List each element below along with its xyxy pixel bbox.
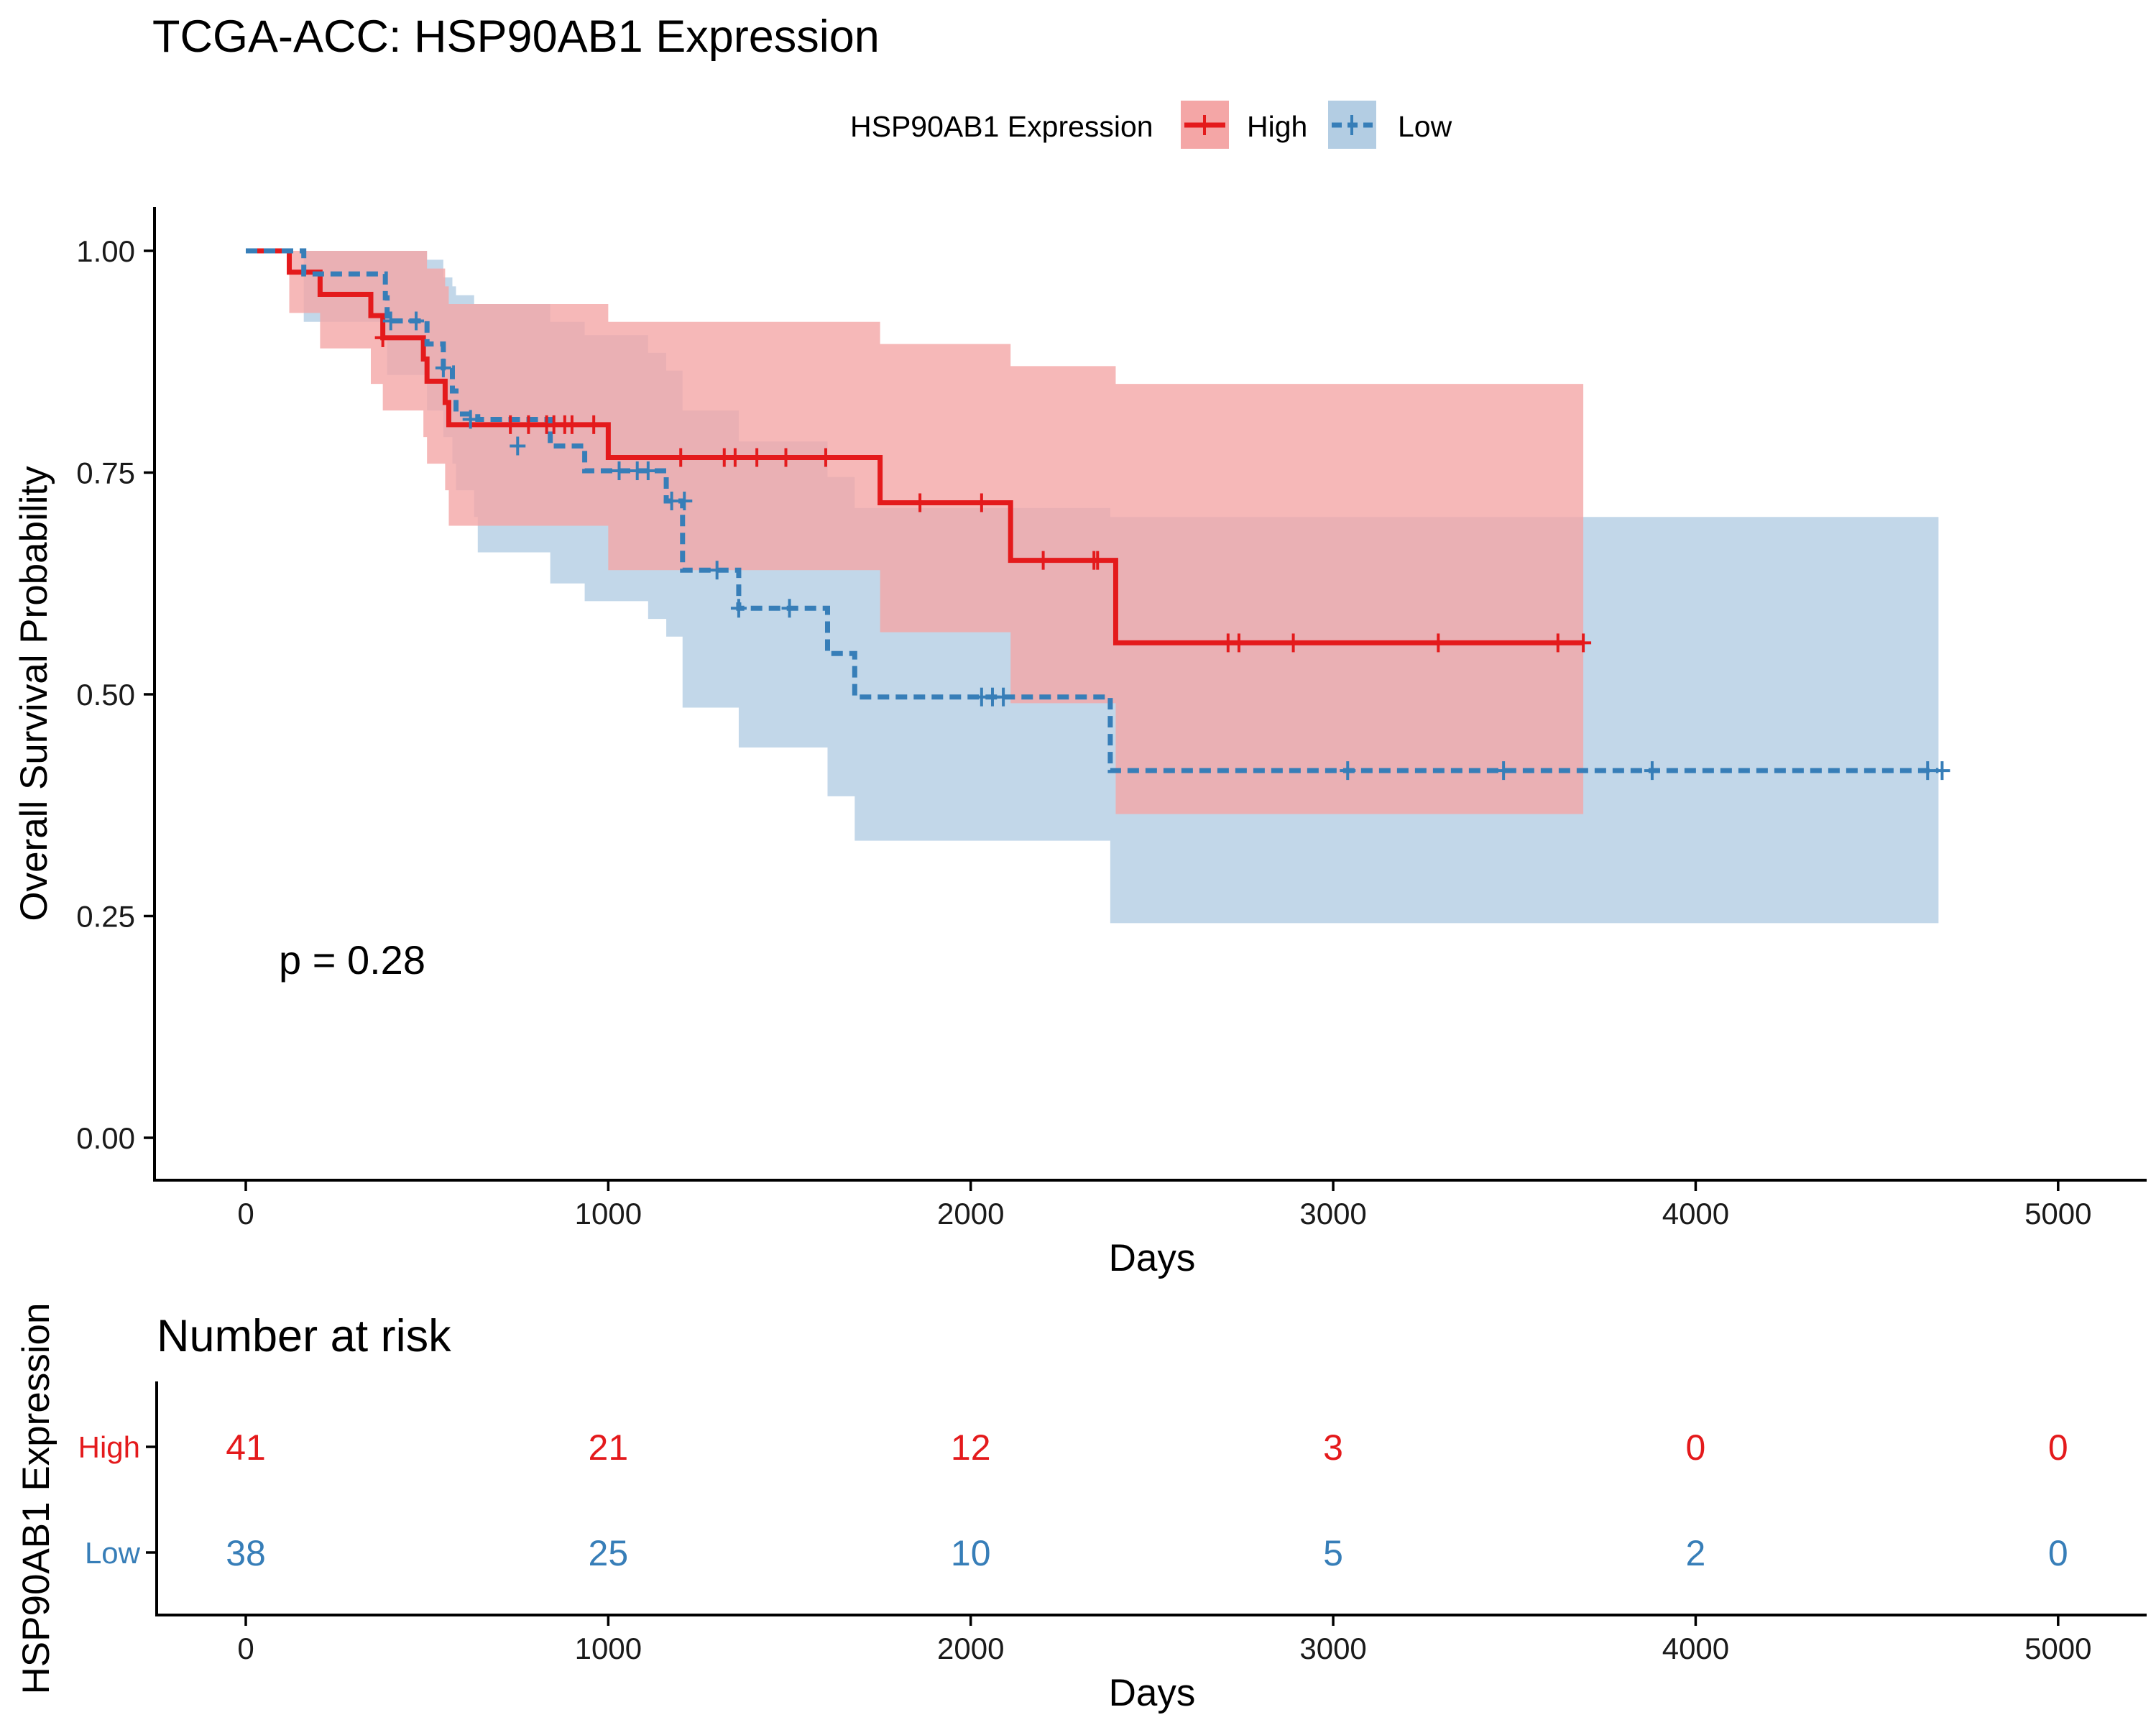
risk-x-tick-label: 2000 [937, 1632, 1004, 1665]
censor-mark-high [727, 448, 743, 467]
censor-mark-low [676, 491, 693, 510]
survival-plot: 0.00 0.25 0.50 0.75 1.00 0 1000 2000 3000 4000 50… [13, 207, 2147, 1279]
censor-mark-low [611, 461, 627, 481]
y-tick-label: 0.25 [76, 900, 135, 934]
censor-mark-low [408, 311, 425, 331]
legend-label-low: Low [1398, 110, 1452, 143]
censor-mark-low [435, 358, 451, 377]
x-tick-label: 5000 [2024, 1197, 2091, 1230]
censor-mark-high [563, 415, 580, 434]
confidence-bands [246, 251, 1939, 924]
risk-x-axis-ticks: 0 1000 2000 3000 4000 5000 [237, 1615, 2092, 1665]
censor-mark-high [1575, 633, 1592, 653]
censor-mark-low [510, 436, 526, 456]
censor-mark-low [640, 461, 656, 481]
risk-row-label-low: Low [85, 1536, 141, 1570]
risk-count-low: 5 [1323, 1533, 1343, 1573]
legend-entry-low: Low [1328, 101, 1452, 149]
y-tick-label: 1.00 [76, 234, 135, 268]
censor-mark-high [1285, 633, 1302, 653]
risk-count-high: 21 [589, 1427, 629, 1468]
risk-count-high: 12 [951, 1427, 991, 1468]
censor-mark-low [1920, 761, 1936, 781]
censor-mark-high [374, 328, 391, 347]
censor-mark-low [730, 599, 747, 618]
x-tick-label: 2000 [937, 1197, 1004, 1230]
x-tick-label: 1000 [575, 1197, 642, 1230]
risk-x-tick-label: 5000 [2024, 1632, 2091, 1665]
risk-x-tick-label: 1000 [575, 1632, 642, 1665]
censor-mark-low [781, 599, 798, 618]
censor-marks [374, 311, 1950, 781]
risk-x-tick-label: 3000 [1299, 1632, 1366, 1665]
y-tick-label: 0.50 [76, 678, 135, 712]
censor-mark-high [973, 493, 990, 512]
censor-mark-low [995, 687, 1012, 707]
risk-y-axis-title: HSP90AB1 Expression [15, 1302, 57, 1694]
risk-x-axis-title: Days [1109, 1672, 1196, 1714]
ci-band-high [246, 251, 1584, 814]
y-axis-title: Overall Survival Probability [13, 466, 55, 921]
censor-mark-high [520, 415, 537, 434]
y-tick-label: 0.75 [76, 456, 135, 490]
censor-mark-high [673, 448, 689, 467]
risk-table-rows: High 41 21 12 3 0 0 Low 38 25 10 5 2 0 [78, 1427, 2068, 1573]
y-axis-ticks: 0.00 0.25 0.50 0.75 1.00 [76, 234, 155, 1155]
censor-mark-high [502, 415, 519, 434]
censor-mark-high [1549, 633, 1566, 653]
x-axis-title: Days [1109, 1237, 1196, 1279]
risk-count-high: 41 [226, 1427, 266, 1468]
legend-label-high: High [1247, 110, 1307, 143]
risk-count-high: 0 [2048, 1427, 2068, 1468]
p-value-annotation: p = 0.28 [279, 937, 425, 983]
censor-mark-high [1230, 633, 1247, 653]
censor-mark-high [586, 415, 602, 434]
risk-count-low: 25 [589, 1533, 629, 1573]
censor-mark-low [382, 311, 399, 331]
censor-mark-high [1089, 551, 1106, 570]
risk-x-tick-label: 4000 [1662, 1632, 1729, 1665]
y-tick-label: 0.00 [76, 1121, 135, 1155]
censor-mark-high [1430, 633, 1447, 653]
risk-count-low: 38 [226, 1533, 266, 1573]
censor-mark-low [1340, 761, 1356, 781]
chart-title: TCGA-ACC: HSP90AB1 Expression [152, 12, 880, 62]
censor-mark-high [912, 493, 929, 512]
censor-mark-high [817, 448, 834, 467]
censor-mark-low [1934, 761, 1950, 781]
censor-mark-low [1644, 761, 1660, 781]
censor-mark-low [1496, 761, 1512, 781]
censor-mark-high [778, 448, 794, 467]
x-tick-label: 0 [237, 1197, 254, 1230]
risk-count-low: 0 [2048, 1533, 2068, 1573]
censor-mark-low [709, 561, 725, 580]
x-axis-ticks: 0 1000 2000 3000 4000 5000 [237, 1180, 2092, 1230]
legend: HSP90AB1 Expression High Low [850, 101, 1452, 149]
x-tick-label: 3000 [1299, 1197, 1366, 1230]
censor-mark-low [462, 410, 479, 429]
censor-mark-high [1035, 551, 1051, 570]
risk-count-low: 10 [951, 1533, 991, 1573]
risk-count-low: 2 [1686, 1533, 1706, 1573]
survival-curve-low [246, 248, 1939, 773]
risk-count-high: 3 [1323, 1427, 1343, 1468]
risk-table-title: Number at risk [157, 1311, 451, 1361]
legend-entry-high: High [1181, 101, 1307, 149]
risk-x-tick-label: 0 [237, 1632, 254, 1665]
censor-mark-high [749, 448, 765, 467]
legend-title: HSP90AB1 Expression [850, 110, 1153, 143]
risk-count-high: 0 [1686, 1427, 1706, 1468]
risk-row-label-high: High [78, 1430, 140, 1464]
x-tick-label: 4000 [1662, 1197, 1729, 1230]
